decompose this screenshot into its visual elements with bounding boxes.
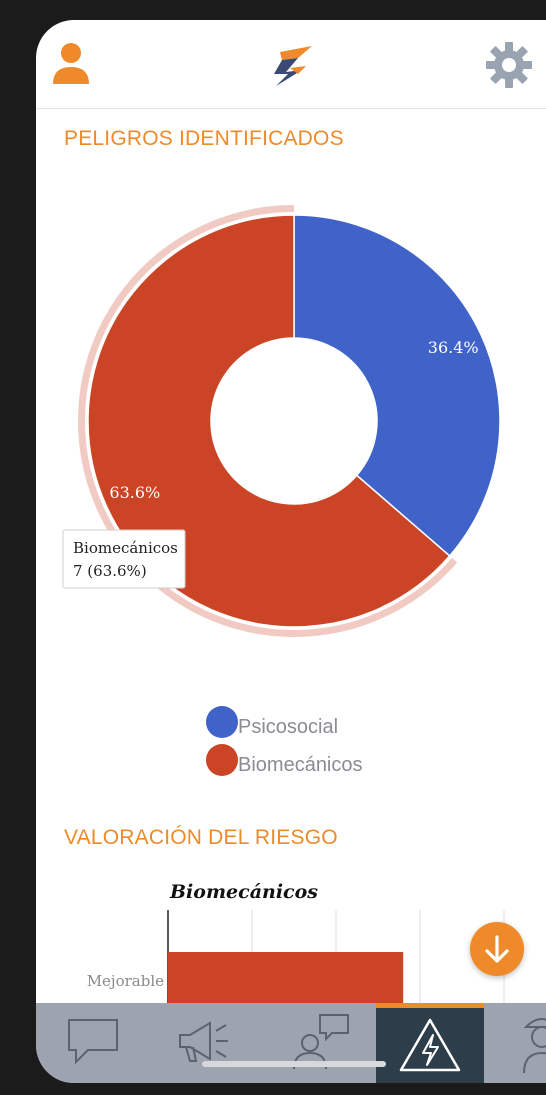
- scroll-down-button[interactable]: [470, 922, 524, 976]
- bar-category-label: Mejorable: [87, 972, 164, 990]
- legend-label-biomecanicos: Biomecánicos: [238, 754, 363, 776]
- megaphone-icon: [179, 1021, 228, 1062]
- pie-slice-biomecanicos[interactable]: [87, 214, 451, 628]
- legend-item-psicosocial[interactable]: Psicosocial: [206, 706, 506, 744]
- legend-label-psicosocial: Psicosocial: [238, 716, 339, 738]
- chart-legend: Psicosocial Biomecánicos: [206, 706, 506, 782]
- arrow-down-icon: [485, 935, 509, 963]
- tab-announcements[interactable]: [146, 1003, 256, 1083]
- tooltip-box: [62, 529, 186, 589]
- risk-section-title: VALORACIÓN DEL RIESGO: [64, 826, 338, 849]
- tab-chat[interactable]: [36, 1003, 146, 1083]
- tab-hazards[interactable]: [376, 1003, 484, 1083]
- slice-highlight-halo: [78, 205, 458, 637]
- tooltip-value: 7 (63.6%): [73, 562, 147, 580]
- hazards-donut-chart: 36.4% 63.6% Biomecánicos 7 (63.6%): [62, 205, 501, 637]
- gear-icon[interactable]: [486, 42, 532, 88]
- worker-icon: [523, 1018, 546, 1074]
- tab-consultation[interactable]: [272, 1003, 382, 1083]
- brand-logo: [274, 46, 312, 86]
- tooltip-title: Biomecánicos: [73, 539, 178, 557]
- slice-label-psicosocial: 36.4%: [428, 338, 479, 357]
- tab-workers[interactable]: [502, 1003, 546, 1083]
- legend-item-biomecanicos[interactable]: Biomecánicos: [206, 744, 506, 782]
- legend-dot-biomecanicos: [206, 744, 238, 776]
- slice-label-biomecanicos: 63.6%: [109, 483, 160, 502]
- chart-tooltip: Biomecánicos 7 (63.6%): [62, 529, 186, 589]
- high-voltage-warning-icon: [399, 1018, 461, 1072]
- bottom-tab-bar: [36, 1003, 546, 1083]
- active-tab-indicator: [376, 1003, 484, 1008]
- app-header: [36, 20, 546, 109]
- chat-icon: [68, 1019, 118, 1065]
- legend-dot-psicosocial: [206, 706, 238, 738]
- bar-mejorable[interactable]: [168, 952, 404, 1004]
- risk-bar-chart: Biomecánicos Mejorable: [87, 881, 505, 1010]
- pie-slice-psicosocial[interactable]: [293, 214, 501, 557]
- app-screen: PELIGROS IDENTIFICADOS 36.4% 63.6% Biomecá…: [36, 20, 546, 1083]
- home-indicator: [202, 1061, 386, 1067]
- bar-chart-title: Biomecánicos: [169, 881, 318, 903]
- user-icon[interactable]: [52, 42, 90, 86]
- hazards-section-title: PELIGROS IDENTIFICADOS: [64, 127, 344, 150]
